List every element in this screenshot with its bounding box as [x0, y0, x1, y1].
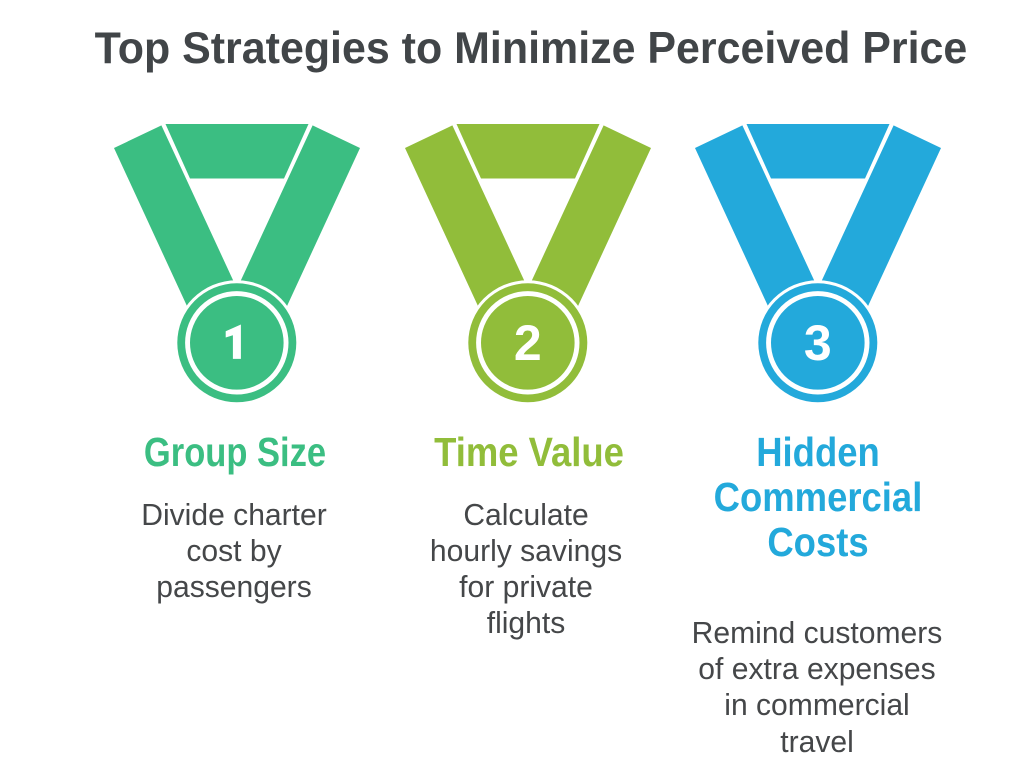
svg-text:2: 2 — [514, 315, 542, 371]
svg-text:3: 3 — [804, 315, 832, 371]
